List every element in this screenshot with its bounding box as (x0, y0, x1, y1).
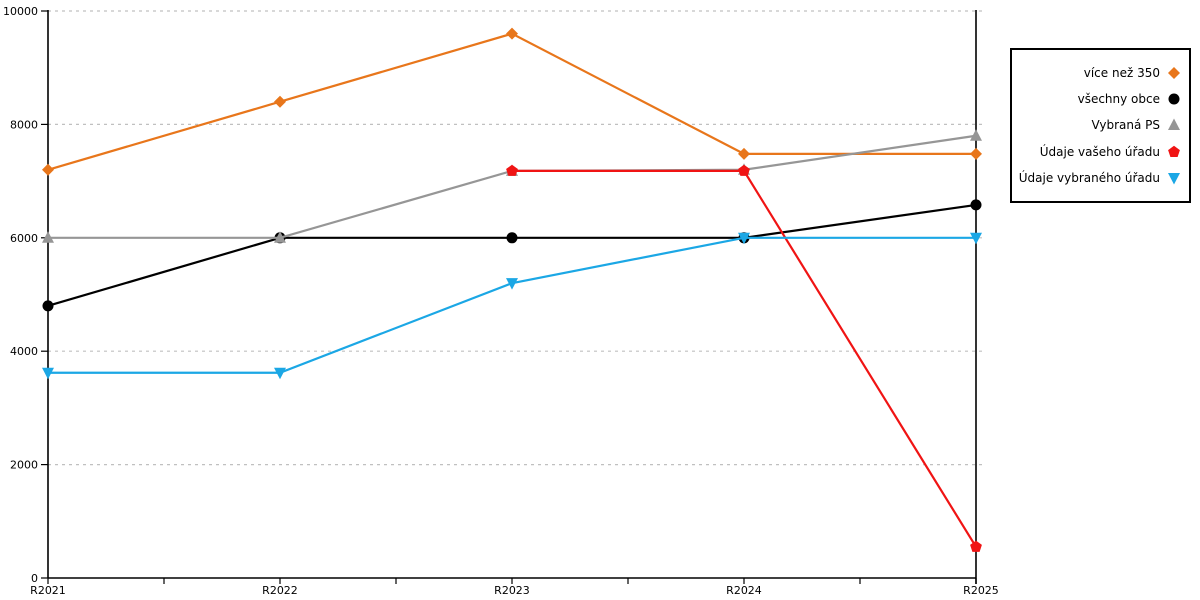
series-marker-daje-vybran-ho-adu (970, 232, 982, 245)
series-marker-daje-vybran-ho-adu (506, 278, 518, 290)
x-tick-label: R2023 (494, 584, 530, 597)
series-line-v-ce-ne-350 (47, 32, 976, 171)
y-tick-label: 6000 (10, 232, 38, 245)
series-marker-v-echny-obce (42, 300, 54, 312)
legend-label: všechny obce (1077, 92, 1160, 107)
series-marker-daje-vybran-ho-adu (42, 367, 54, 380)
series-marker-daje-vybran-ho-adu (274, 367, 286, 380)
legend-marker-daje-vybran-ho-adu (1168, 172, 1180, 185)
series-marker-daje-va-eho-adu (506, 164, 518, 176)
legend-marker-vybran-ps (1168, 118, 1180, 131)
legend-marker-v-ce-ne-350 (1168, 67, 1180, 80)
series-marker-daje-va-eho-adu (738, 164, 750, 176)
series-marker-v-ce-ne-350 (970, 147, 982, 160)
legend-label: Údaje vybraného úřadu (1018, 170, 1160, 185)
series-marker-v-echny-obce (970, 199, 982, 211)
legend-marker-v-echny-obce (1168, 93, 1180, 105)
x-tick-label: R2024 (726, 584, 762, 597)
legend-item-v-ce-ne-350: více než 350 (1016, 66, 1181, 80)
legend-item-daje-va-eho-adu: Údaje vašeho úřadu (1016, 145, 1181, 159)
series-marker-v-ce-ne-350 (274, 95, 286, 108)
y-tick-label: 0 (31, 572, 38, 585)
triangle-up-icon (1168, 118, 1180, 131)
legend-label: více než 350 (1083, 66, 1160, 81)
legend-item-v-echny-obce: všechny obce (1016, 92, 1181, 106)
legend-item-vybran-ps: Vybraná PS (1016, 118, 1181, 132)
y-tick-label: 4000 (10, 345, 38, 358)
x-tick-label: R2021 (30, 584, 66, 597)
x-tick-label: R2025 (963, 584, 999, 597)
diamond-icon (1168, 67, 1180, 80)
series-marker-vybran-ps (970, 129, 982, 141)
series-marker-vybran-ps (274, 231, 286, 243)
y-tick-label: 8000 (10, 118, 38, 131)
series-line-v-echny-obce (47, 203, 977, 307)
series-marker-v-echny-obce (506, 232, 518, 244)
series-line-daje-va-eho-adu (512, 169, 977, 548)
x-tick-label: R2022 (262, 584, 298, 597)
series-marker-daje-va-eho-adu (970, 540, 982, 552)
series-marker-v-ce-ne-350 (506, 27, 518, 40)
series-marker-vybran-ps (42, 231, 54, 243)
y-tick-label: 10000 (3, 5, 38, 18)
legend-label: Údaje vašeho úřadu (1039, 144, 1160, 159)
series-line-daje-vybran-ho-adu (48, 236, 976, 374)
legend: více než 350 všechny obce Vybraná PS Údaje … (1010, 48, 1191, 203)
series-marker-daje-vybran-ho-adu (738, 232, 750, 245)
triangle-down-icon (1168, 172, 1180, 185)
legend-item-daje-vybran-ho-adu: Údaje vybraného úřadu (1016, 171, 1181, 185)
series-marker-v-ce-ne-350 (738, 147, 750, 160)
pentagon-icon (1168, 145, 1180, 157)
series-marker-v-ce-ne-350 (42, 163, 54, 176)
circle-icon (1168, 93, 1180, 105)
legend-marker-daje-va-eho-adu (1168, 145, 1180, 157)
legend-label: Vybraná PS (1091, 118, 1160, 133)
y-tick-label: 2000 (10, 459, 38, 472)
series-line-vybran-ps (48, 134, 977, 239)
